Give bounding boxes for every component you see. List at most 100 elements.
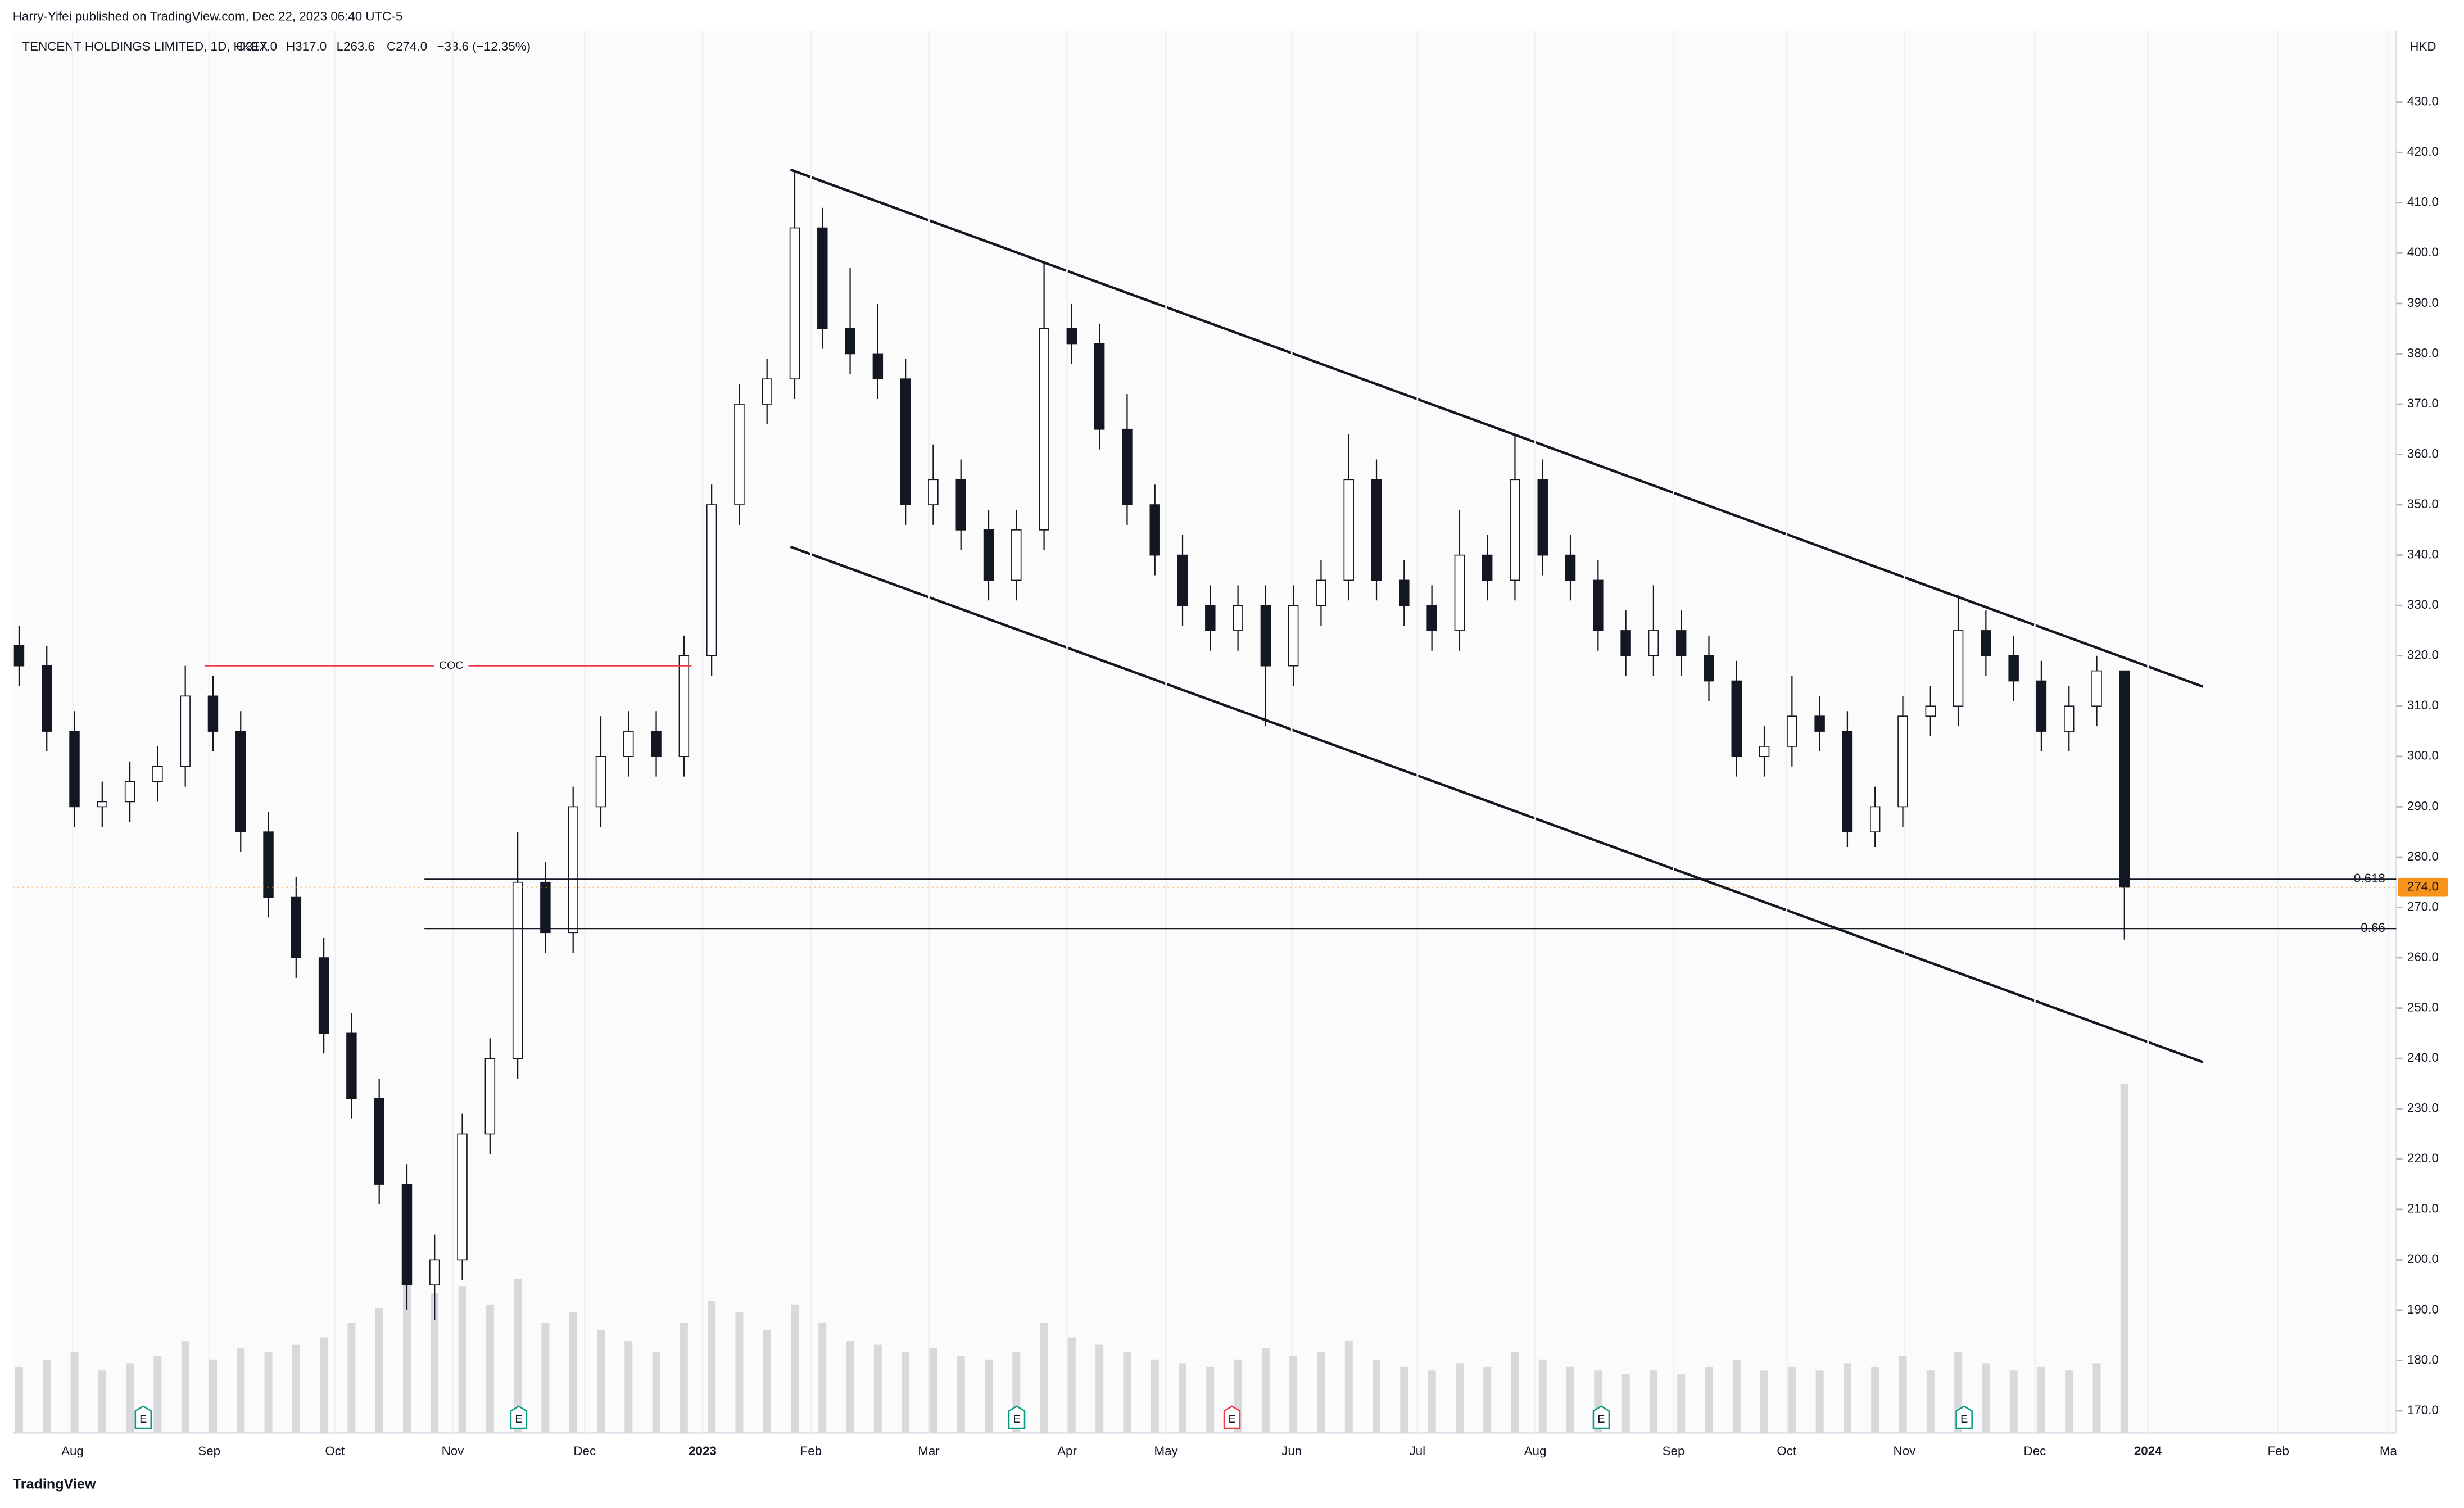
volume-bar xyxy=(1373,1359,1381,1433)
y-tick-label: 170.0 xyxy=(2407,1403,2439,1417)
y-tick-label: 430.0 xyxy=(2407,94,2439,108)
volume-bar xyxy=(846,1341,854,1433)
volume-bar xyxy=(486,1304,494,1433)
volume-bar xyxy=(1455,1363,1464,1433)
coc-label-bg xyxy=(433,659,469,672)
volume-bar xyxy=(431,1293,439,1433)
y-tick-label: 360.0 xyxy=(2407,446,2439,460)
candle-body xyxy=(540,881,551,934)
volume-bar xyxy=(153,1356,162,1433)
volume-bar xyxy=(43,1359,51,1433)
y-tick-label: 290.0 xyxy=(2407,799,2439,813)
candle-body xyxy=(1233,605,1243,631)
volume-bar xyxy=(791,1304,799,1433)
candle-body xyxy=(651,731,662,757)
candle-body xyxy=(1648,630,1659,656)
volume-bar xyxy=(264,1352,273,1433)
earnings-label: E xyxy=(1228,1413,1235,1425)
earnings-label: E xyxy=(1013,1413,1021,1425)
volume-bar xyxy=(1483,1366,1492,1433)
volume-bar xyxy=(514,1279,522,1433)
volume-bar xyxy=(1815,1370,1824,1433)
candle-body xyxy=(678,655,690,757)
volume-bar xyxy=(347,1323,356,1433)
candle-body xyxy=(1426,605,1437,631)
y-tick-label: 240.0 xyxy=(2407,1050,2439,1065)
x-tick-label: Mar xyxy=(918,1444,940,1458)
candle-body xyxy=(124,781,135,803)
volume-bar xyxy=(1344,1341,1353,1433)
y-tick-label: 410.0 xyxy=(2407,195,2439,209)
candle-body xyxy=(1094,343,1105,430)
volume-bar xyxy=(1788,1366,1796,1433)
volume-bar xyxy=(320,1337,328,1433)
y-tick-label: 210.0 xyxy=(2407,1202,2439,1216)
earnings-marker xyxy=(1223,1405,1241,1429)
candle-body xyxy=(346,1032,357,1099)
candle-body xyxy=(1066,328,1077,345)
y-tick-label: 320.0 xyxy=(2407,648,2439,662)
y-tick-label: 250.0 xyxy=(2407,1000,2439,1015)
plot-area xyxy=(12,31,2397,1433)
x-tick-label: Aug xyxy=(61,1444,84,1458)
volume-bar xyxy=(680,1323,688,1433)
candle-body xyxy=(1316,579,1326,606)
candle-body xyxy=(568,806,578,934)
volume-bar xyxy=(763,1330,771,1433)
candle-body xyxy=(845,328,855,355)
y-tick-label: 380.0 xyxy=(2407,346,2439,360)
volume-bar xyxy=(541,1323,550,1433)
volume-bar xyxy=(1317,1352,1325,1433)
x-tick-label: Oct xyxy=(325,1444,345,1458)
candle-body xyxy=(42,665,52,732)
candle-body xyxy=(1869,806,1881,833)
candle-body xyxy=(291,896,302,958)
fib-label: 0.618 xyxy=(2354,871,2385,885)
footer-logo: TradingView xyxy=(13,1476,96,1492)
candle-body xyxy=(457,1133,468,1261)
volume-bar xyxy=(1982,1363,1990,1433)
candle-body xyxy=(2119,670,2130,888)
volume-bar xyxy=(624,1341,633,1433)
candle-body xyxy=(235,731,246,833)
x-tick-label: Oct xyxy=(1777,1444,1797,1458)
volume-bar xyxy=(1151,1359,1159,1433)
candle-body xyxy=(623,731,634,757)
volume-bar xyxy=(1732,1359,1741,1433)
x-tick-label: 2024 xyxy=(2134,1444,2162,1458)
candle-body xyxy=(1620,630,1631,656)
volume-bar xyxy=(2120,1084,2128,1433)
y-tick-label: 200.0 xyxy=(2407,1252,2439,1266)
publisher-line: Harry-Yifei published on TradingView.com… xyxy=(13,10,403,24)
candle-body xyxy=(1122,428,1133,505)
volume-bar xyxy=(902,1352,910,1433)
volume-bar xyxy=(1261,1348,1270,1433)
volume-bar xyxy=(2037,1366,2045,1433)
volume-bar xyxy=(1095,1344,1104,1433)
volume-bar xyxy=(2065,1370,2073,1433)
x-tick-label: May xyxy=(1154,1444,1178,1458)
candle-body xyxy=(1039,328,1049,531)
candle-body xyxy=(706,504,717,656)
candle-body xyxy=(1205,605,1216,631)
volume-bar xyxy=(15,1366,23,1433)
candle-body xyxy=(872,353,884,380)
candle-body xyxy=(762,378,772,405)
volume-bar xyxy=(818,1323,827,1433)
legend-value: C274.0 xyxy=(387,39,427,53)
y-tick-label: 190.0 xyxy=(2407,1302,2439,1316)
candle-body xyxy=(13,645,25,667)
candle-body xyxy=(207,695,219,732)
candle-body xyxy=(2008,655,2019,682)
last-price-label: 274.0 xyxy=(2407,880,2439,894)
y-tick-label: 270.0 xyxy=(2407,899,2439,913)
volume-bar xyxy=(1843,1363,1851,1433)
y-tick-label: 260.0 xyxy=(2407,950,2439,964)
fib-label: 0.66 xyxy=(2361,921,2385,935)
earnings-label: E xyxy=(139,1413,147,1425)
currency: HKD xyxy=(2409,39,2436,53)
y-tick-label: 220.0 xyxy=(2407,1151,2439,1165)
candle-body xyxy=(2063,705,2075,732)
volume-bar xyxy=(181,1341,189,1433)
y-tick-label: 400.0 xyxy=(2407,245,2439,259)
